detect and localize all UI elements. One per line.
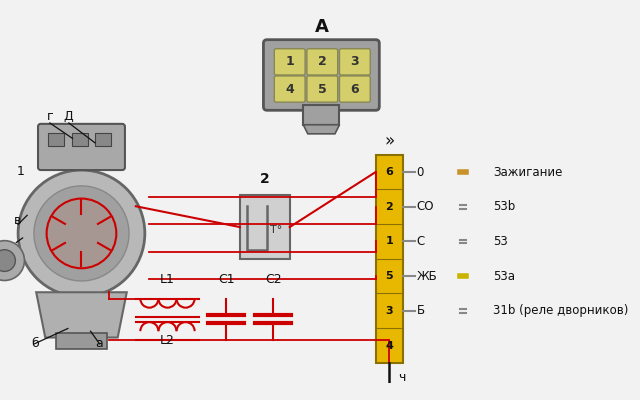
Text: Зажигание: Зажигание xyxy=(493,166,563,178)
Text: 53a: 53a xyxy=(493,270,515,283)
FancyBboxPatch shape xyxy=(307,49,338,75)
Text: 5: 5 xyxy=(318,82,326,96)
FancyBboxPatch shape xyxy=(38,124,125,170)
Text: 2: 2 xyxy=(260,172,269,186)
Text: 5: 5 xyxy=(385,271,393,281)
Bar xyxy=(95,133,111,146)
Text: а: а xyxy=(95,336,103,350)
Text: 4: 4 xyxy=(285,82,294,96)
Text: C1: C1 xyxy=(218,273,235,286)
FancyBboxPatch shape xyxy=(339,76,371,102)
Text: CO: CO xyxy=(417,200,434,213)
Text: 53b: 53b xyxy=(493,200,516,213)
Text: ч: ч xyxy=(398,371,406,384)
Text: в: в xyxy=(13,214,21,227)
Bar xyxy=(376,155,403,363)
FancyBboxPatch shape xyxy=(264,40,380,110)
Bar xyxy=(48,133,64,146)
Text: б: б xyxy=(32,336,40,350)
Text: Д: Д xyxy=(63,110,73,123)
Text: 2: 2 xyxy=(385,202,393,212)
Polygon shape xyxy=(303,125,339,134)
Text: 6: 6 xyxy=(385,167,393,177)
Text: C: C xyxy=(417,235,425,248)
Text: L1: L1 xyxy=(160,273,175,286)
Text: 1: 1 xyxy=(16,164,24,178)
Text: A: A xyxy=(314,18,328,36)
Circle shape xyxy=(18,170,145,297)
FancyBboxPatch shape xyxy=(339,49,371,75)
Text: 31b (реле дворников): 31b (реле дворников) xyxy=(493,304,628,317)
Text: 6: 6 xyxy=(351,82,359,96)
FancyBboxPatch shape xyxy=(307,76,338,102)
Text: 53: 53 xyxy=(493,235,508,248)
FancyBboxPatch shape xyxy=(275,76,305,102)
Text: C2: C2 xyxy=(265,273,282,286)
Text: 3: 3 xyxy=(385,306,393,316)
Text: L2: L2 xyxy=(160,334,175,347)
Circle shape xyxy=(0,241,24,280)
Text: 2: 2 xyxy=(318,55,326,68)
Bar xyxy=(56,333,107,349)
Text: 1: 1 xyxy=(285,55,294,68)
Text: ЖБ: ЖБ xyxy=(417,270,437,283)
FancyBboxPatch shape xyxy=(275,49,305,75)
Text: »: » xyxy=(384,132,394,150)
Text: г: г xyxy=(47,110,53,123)
Circle shape xyxy=(0,250,15,272)
Text: 3: 3 xyxy=(351,55,359,68)
Bar xyxy=(72,133,88,146)
Circle shape xyxy=(47,198,116,268)
Text: Б: Б xyxy=(417,304,424,317)
Polygon shape xyxy=(36,292,127,338)
Text: 4: 4 xyxy=(385,340,393,350)
Bar xyxy=(303,105,339,125)
Text: 0: 0 xyxy=(417,166,424,178)
Circle shape xyxy=(34,186,129,281)
Text: 1: 1 xyxy=(385,236,393,246)
Text: T°: T° xyxy=(269,225,282,235)
Bar xyxy=(240,195,290,259)
